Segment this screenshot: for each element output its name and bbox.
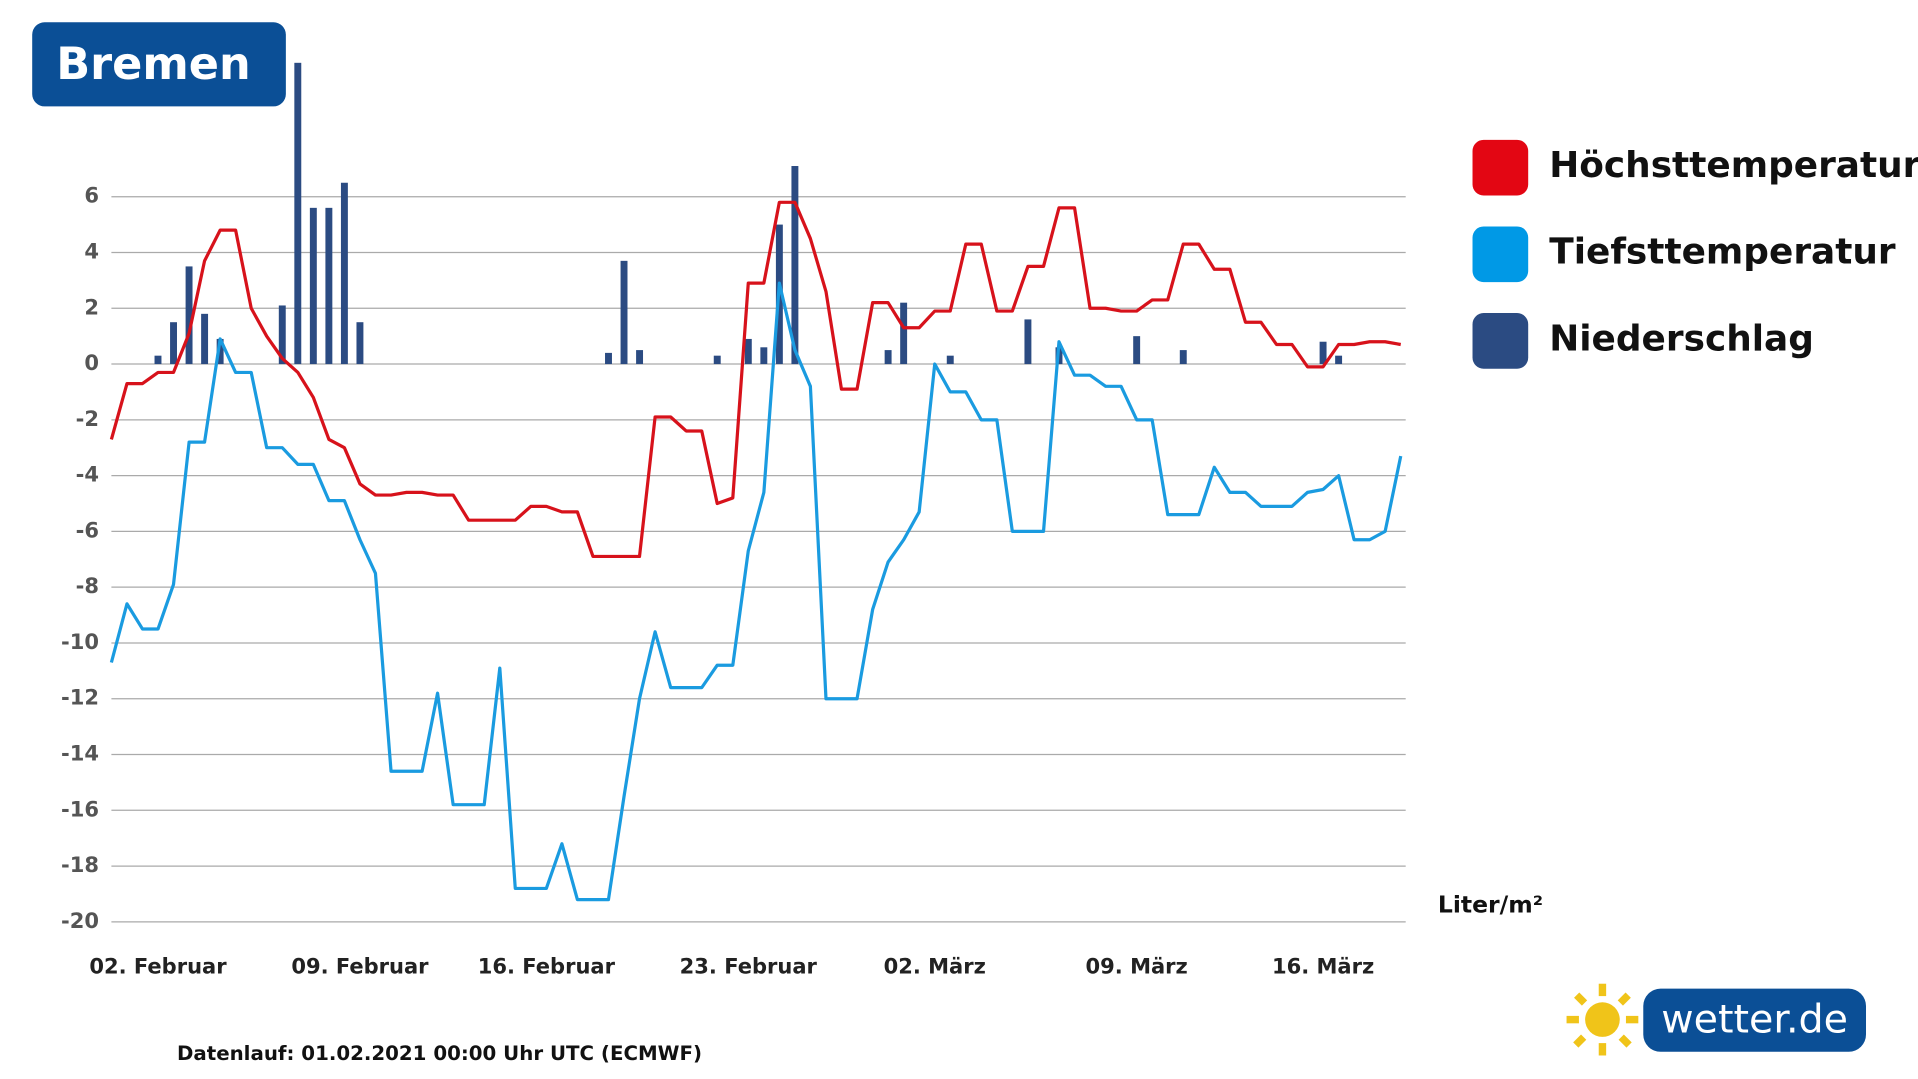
y-tick-label: 4 <box>84 238 99 263</box>
precip-bar <box>201 313 209 365</box>
x-tick-label: 02. Februar <box>89 954 227 979</box>
y-tick-label: -20 <box>61 908 99 933</box>
y-tick-label: 2 <box>84 294 99 319</box>
x-tick-label: 16. Februar <box>478 954 616 979</box>
precip-bar <box>1319 341 1327 365</box>
precip-bar <box>170 322 177 365</box>
precip-bar <box>278 305 286 365</box>
legend-label: Tiefsttemperatur <box>1549 232 1896 273</box>
precip-bar <box>900 302 908 365</box>
legend-label: Niederschlag <box>1549 318 1814 359</box>
precip-bar <box>1024 319 1032 365</box>
precip-bar <box>309 207 317 365</box>
grid <box>111 196 1406 923</box>
y-tick-label: 0 <box>84 350 99 375</box>
logo-text: wetter.de <box>1661 997 1848 1043</box>
precip-bar <box>1179 350 1187 365</box>
y-tick-label: -10 <box>61 629 99 654</box>
unit-label: Liter/m² <box>1438 890 1543 918</box>
precip-bar <box>760 347 768 365</box>
precip-bar <box>884 350 892 365</box>
precip-bar <box>340 182 348 365</box>
precip-bar <box>744 338 752 365</box>
footnote: Datenlauf: 01.02.2021 00:00 Uhr UTC (ECM… <box>177 1042 702 1065</box>
precip-bar <box>216 338 224 365</box>
precip-bar <box>356 322 364 365</box>
y-tick-label: 6 <box>84 183 99 208</box>
legend-swatch <box>1472 139 1529 196</box>
temp-line <box>109 200 1402 559</box>
y-tick-label: -12 <box>61 685 99 710</box>
x-tick-label: 09. Februar <box>291 954 429 979</box>
precip-bar <box>154 355 162 365</box>
y-tick-label: -6 <box>76 517 99 542</box>
precip-bar <box>620 260 628 365</box>
precip-bar <box>1335 355 1343 365</box>
precip-bar <box>605 352 612 365</box>
chart-title: Bremen <box>56 38 250 90</box>
legend-swatch <box>1472 226 1529 283</box>
legend-swatch <box>1472 313 1529 369</box>
x-tick-label: 16. März <box>1272 954 1374 979</box>
precip-bar <box>636 350 644 365</box>
y-tick-label: -16 <box>61 796 99 821</box>
precip-bar <box>791 166 799 365</box>
precip-bar <box>1133 336 1141 365</box>
precip-bar <box>946 355 954 365</box>
y-tick-label: -8 <box>76 573 99 598</box>
x-tick-label: 02. März <box>884 954 986 979</box>
temp-line <box>109 281 1403 902</box>
logo-box <box>1643 988 1867 1052</box>
y-tick-label: -2 <box>76 406 99 431</box>
x-tick-label: 09. März <box>1086 954 1188 979</box>
title-box <box>32 22 286 107</box>
precip-bar <box>713 355 721 365</box>
precip-bar <box>325 207 333 365</box>
y-tick-label: -14 <box>61 741 99 766</box>
legend-label: Höchsttemperatur <box>1549 145 1918 186</box>
y-tick-label: -4 <box>76 462 99 487</box>
logo-sun <box>1566 983 1639 1056</box>
x-tick-label: 23. Februar <box>680 954 818 979</box>
y-tick-label: -18 <box>61 852 99 877</box>
precip-bar <box>294 62 302 365</box>
precip-bar <box>185 266 193 365</box>
